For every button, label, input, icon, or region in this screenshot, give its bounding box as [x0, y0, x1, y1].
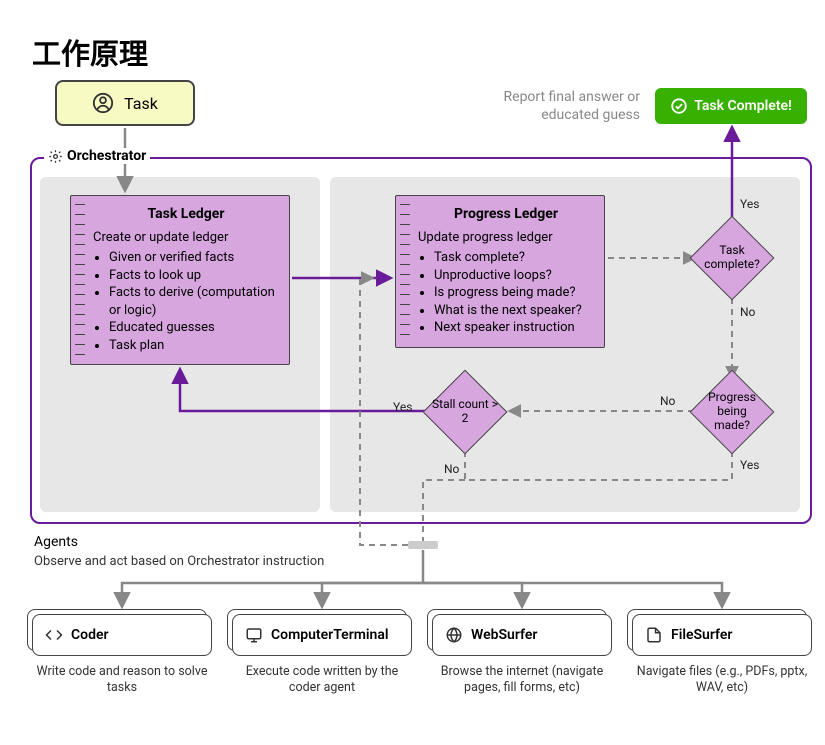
diamond-stall: Stall count > 2: [423, 370, 507, 454]
user-icon: [92, 92, 114, 114]
gear-icon: [48, 149, 63, 164]
agent-websurfer: WebSurfer Browse the internet (navigate …: [432, 614, 612, 697]
page-title: 工作原理: [32, 31, 148, 73]
progress-ledger-item: What is the next speaker?: [434, 302, 594, 320]
agent-filesurfer-desc: Navigate files (e.g., PDFs, pptx, WAV, e…: [632, 664, 812, 697]
agents-sub: Observe and act based on Orchestrator in…: [34, 554, 324, 569]
terminal-icon: [245, 626, 263, 644]
agent-coder-desc: Write code and reason to solve tasks: [32, 664, 212, 697]
globe-icon: [445, 626, 463, 644]
check-circle-icon: [670, 97, 688, 115]
diamond-progress-text: Progress being made?: [690, 370, 774, 454]
agent-terminal-desc: Execute code written by the coder agent: [232, 664, 412, 697]
agent-websurfer-desc: Browse the internet (navigate pages, fil…: [432, 664, 612, 697]
progress-ledger-item: Next speaker instruction: [434, 319, 594, 337]
task-label: Task: [124, 94, 158, 113]
progress-ledger-title: Progress Ledger: [418, 206, 594, 222]
agent-filesurfer-name: FileSurfer: [671, 627, 732, 643]
edge-yes-1: Yes: [740, 197, 759, 211]
task-box: Task: [55, 80, 195, 126]
edge-no-2: No: [660, 394, 675, 408]
edge-yes-2: Yes: [740, 458, 759, 472]
edge-no-1: No: [740, 305, 755, 319]
task-ledger-item: Facts to look up: [109, 267, 279, 285]
task-ledger-item: Facts to derive (computation or logic): [109, 284, 279, 319]
complete-badge-label: Task Complete!: [694, 98, 792, 114]
progress-ledger-item: Unproductive loops?: [434, 267, 594, 285]
task-ledger: Task Ledger Create or update ledger Give…: [70, 195, 290, 365]
file-icon: [645, 626, 663, 644]
agent-terminal-name: ComputerTerminal: [271, 627, 389, 643]
progress-ledger-item: Is progress being made?: [434, 284, 594, 302]
agent-coder-name: Coder: [71, 627, 109, 643]
task-ledger-subtitle: Create or update ledger: [93, 230, 279, 245]
grip-handle: [408, 541, 438, 549]
task-ledger-item: Given or verified facts: [109, 249, 279, 267]
edge-no-3: No: [444, 462, 459, 476]
diamond-progress: Progress being made?: [690, 370, 774, 454]
report-text: Report final answer or educated guess: [460, 88, 640, 124]
task-ledger-title: Task Ledger: [93, 206, 279, 222]
task-ledger-item: Educated guesses: [109, 319, 279, 337]
agent-websurfer-name: WebSurfer: [471, 627, 537, 643]
progress-ledger: Progress Ledger Update progress ledger T…: [395, 195, 605, 348]
task-ledger-item: Task plan: [109, 337, 279, 355]
task-complete-badge: Task Complete!: [655, 88, 807, 124]
agent-terminal: ComputerTerminal Execute code written by…: [232, 614, 412, 697]
agents-label: Agents: [34, 534, 78, 550]
diamond-task-complete-text: Task complete?: [690, 216, 774, 300]
agent-coder: Coder Write code and reason to solve tas…: [32, 614, 212, 697]
progress-ledger-subtitle: Update progress ledger: [418, 230, 594, 245]
code-icon: [45, 626, 63, 644]
edge-yes-3: Yes: [393, 400, 412, 414]
diamond-stall-text: Stall count > 2: [423, 370, 507, 454]
orchestrator-text: Orchestrator: [67, 148, 146, 164]
progress-ledger-item: Task complete?: [434, 249, 594, 267]
agent-filesurfer: FileSurfer Navigate files (e.g., PDFs, p…: [632, 614, 812, 697]
orchestrator-label: Orchestrator: [44, 148, 150, 164]
diamond-task-complete: Task complete?: [690, 216, 774, 300]
